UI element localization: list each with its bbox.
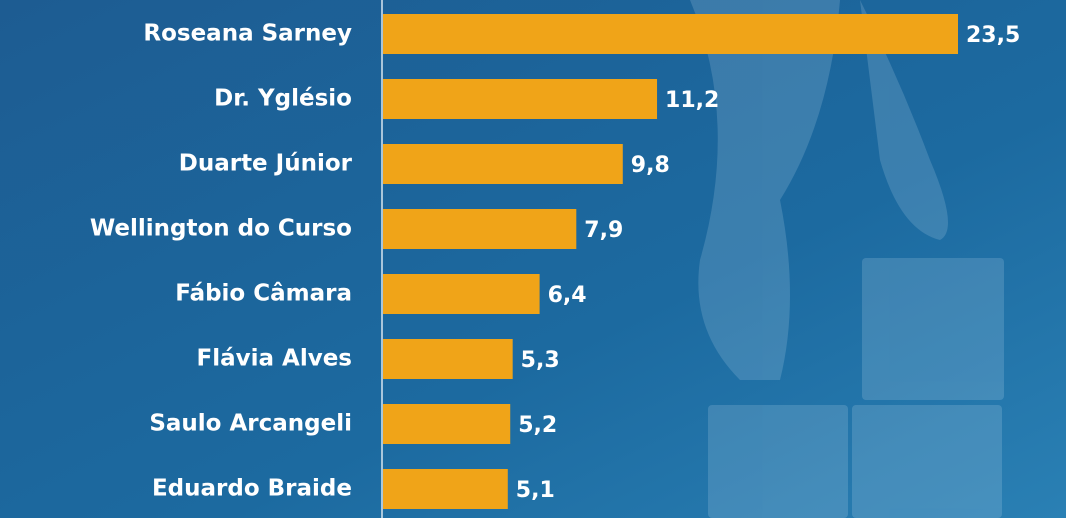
bar bbox=[383, 144, 623, 184]
category-label: Wellington do Curso bbox=[90, 216, 352, 242]
bar bbox=[383, 404, 511, 444]
value-label: 5,2 bbox=[518, 413, 557, 438]
decoration bbox=[690, 0, 1004, 518]
bar bbox=[383, 469, 508, 509]
bar bbox=[383, 274, 540, 314]
value-label: 5,3 bbox=[521, 348, 560, 373]
category-label: Flávia Alves bbox=[197, 346, 353, 372]
category-label: Roseana Sarney bbox=[143, 21, 352, 47]
value-label: 9,8 bbox=[631, 153, 670, 178]
value-label: 7,9 bbox=[584, 218, 623, 243]
value-label: 23,5 bbox=[966, 23, 1020, 48]
bar bbox=[383, 209, 577, 249]
value-label: 6,4 bbox=[548, 283, 587, 308]
category-label: Duarte Júnior bbox=[179, 151, 353, 177]
bar bbox=[383, 14, 958, 54]
value-label: 11,2 bbox=[665, 88, 719, 113]
bar bbox=[383, 339, 513, 379]
category-label: Eduardo Braide bbox=[152, 476, 352, 502]
category-label: Fábio Câmara bbox=[175, 281, 352, 307]
category-label: Dr. Yglésio bbox=[214, 86, 352, 112]
value-label: 5,1 bbox=[516, 478, 555, 503]
bar bbox=[383, 79, 658, 119]
category-label: Saulo Arcangeli bbox=[149, 411, 352, 437]
